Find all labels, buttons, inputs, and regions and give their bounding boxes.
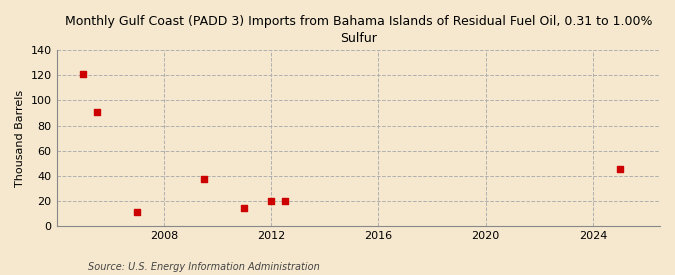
Point [91,109,102,114]
Point [198,177,209,182]
Point [78,72,88,76]
Y-axis label: Thousand Barrels: Thousand Barrels [15,90,25,187]
Point [279,199,290,203]
Point [239,206,250,211]
Point [132,210,142,214]
Text: Source: U.S. Energy Information Administration: Source: U.S. Energy Information Administ… [88,262,319,272]
Point [266,199,277,203]
Title: Monthly Gulf Coast (PADD 3) Imports from Bahama Islands of Residual Fuel Oil, 0.: Monthly Gulf Coast (PADD 3) Imports from… [65,15,652,45]
Point [614,167,625,172]
